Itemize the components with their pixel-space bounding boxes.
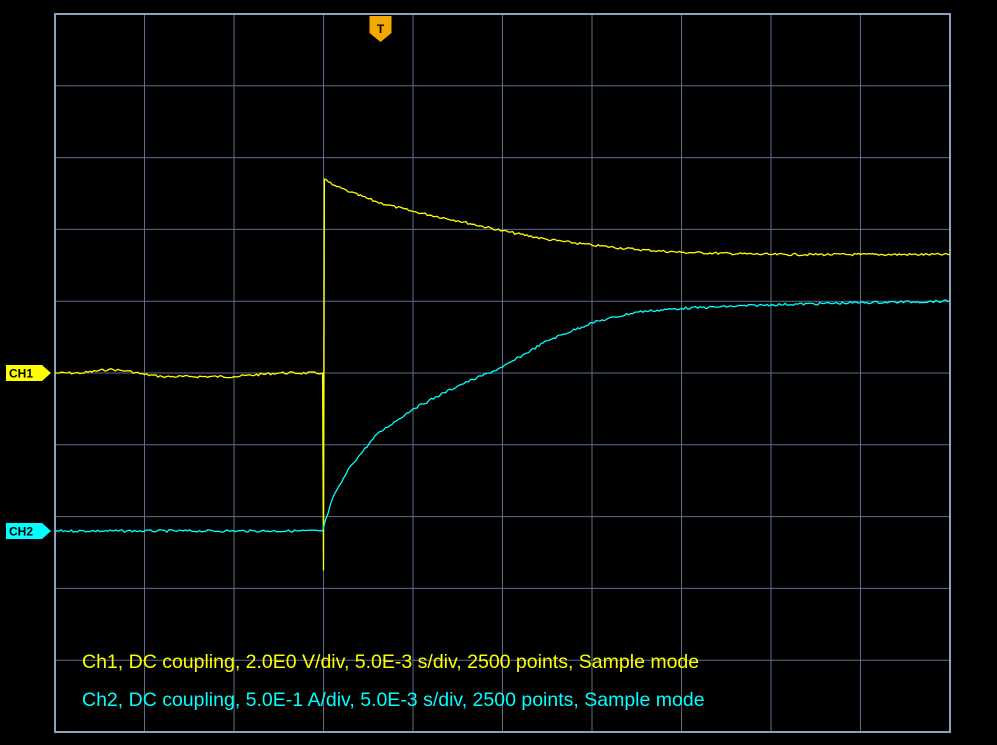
channel-markers[interactable]: CH1 CH2 T bbox=[6, 16, 392, 539]
trigger-marker-label: T bbox=[377, 22, 385, 36]
ch2-readout: Ch2, DC coupling, 5.0E-1 A/div, 5.0E-3 s… bbox=[82, 689, 705, 711]
ch2-marker[interactable]: CH2 bbox=[6, 522, 51, 539]
ch1-marker-shape bbox=[6, 365, 51, 381]
trace-ch2 bbox=[54, 299, 951, 534]
ch1-marker[interactable]: CH1 bbox=[6, 365, 51, 381]
traces bbox=[54, 178, 951, 571]
trigger-marker-shape bbox=[369, 16, 392, 42]
ch2-marker-shape bbox=[6, 522, 51, 539]
trace-ch1 bbox=[55, 178, 950, 571]
ch2-marker-label: CH2 bbox=[9, 524, 33, 538]
graticule bbox=[55, 14, 950, 732]
ch1-readout: Ch1, DC coupling, 2.0E0 V/div, 5.0E-3 s/… bbox=[82, 651, 699, 673]
trigger-marker[interactable]: T bbox=[369, 16, 392, 42]
ch1-marker-label: CH1 bbox=[9, 367, 33, 381]
